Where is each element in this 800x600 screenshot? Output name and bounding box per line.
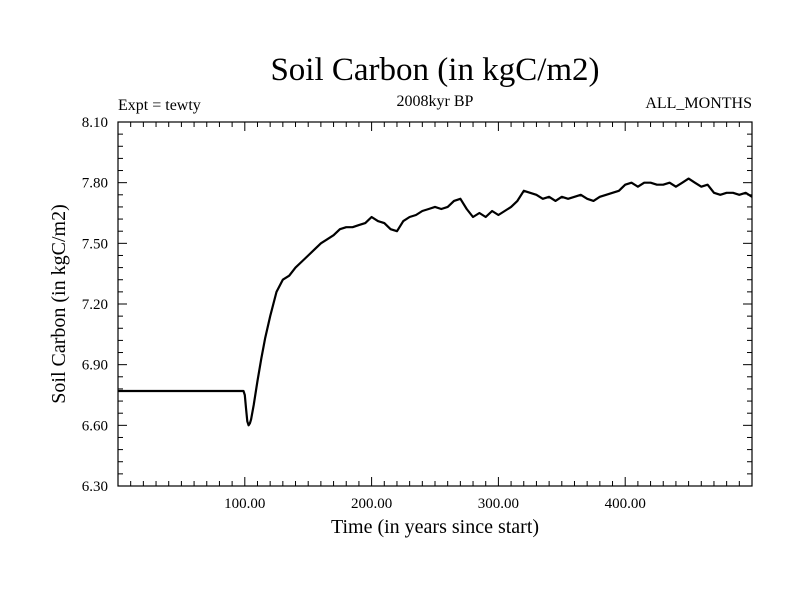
y-tick-label: 8.10 (82, 115, 108, 131)
x-tick-label: 200.00 (351, 496, 392, 512)
x-tick-label: 100.00 (224, 496, 265, 512)
y-tick-label: 6.60 (82, 418, 108, 434)
chart-title: Soil Carbon (in kgC/m2) (270, 52, 599, 88)
y-tick-label: 7.50 (82, 236, 108, 252)
y-tick-label: 7.20 (82, 297, 108, 313)
months-label: ALL_MONTHS (645, 95, 752, 112)
x-tick-label: 300.00 (478, 496, 519, 512)
x-axis: 100.00 200.00 300.00 400.00 (130, 122, 740, 512)
x-axis-label: Time (in years since start) (331, 516, 539, 538)
x-tick-label: 400.00 (605, 496, 646, 512)
y-tick-label: 6.90 (82, 358, 108, 374)
y-tick-label: 6.30 (82, 479, 108, 495)
experiment-label: Expt = tewty (118, 97, 201, 114)
y-axis-label: Soil Carbon (in kgC/m2) (48, 204, 70, 403)
plot-frame (117, 121, 753, 487)
chart-subtitle: 2008kyr BP (397, 93, 474, 110)
y-tick-label: 7.80 (82, 176, 108, 192)
y-axis: 6.30 6.60 6.90 7.20 7.50 7.80 8.10 (82, 115, 752, 495)
soil-carbon-line (118, 177, 753, 427)
